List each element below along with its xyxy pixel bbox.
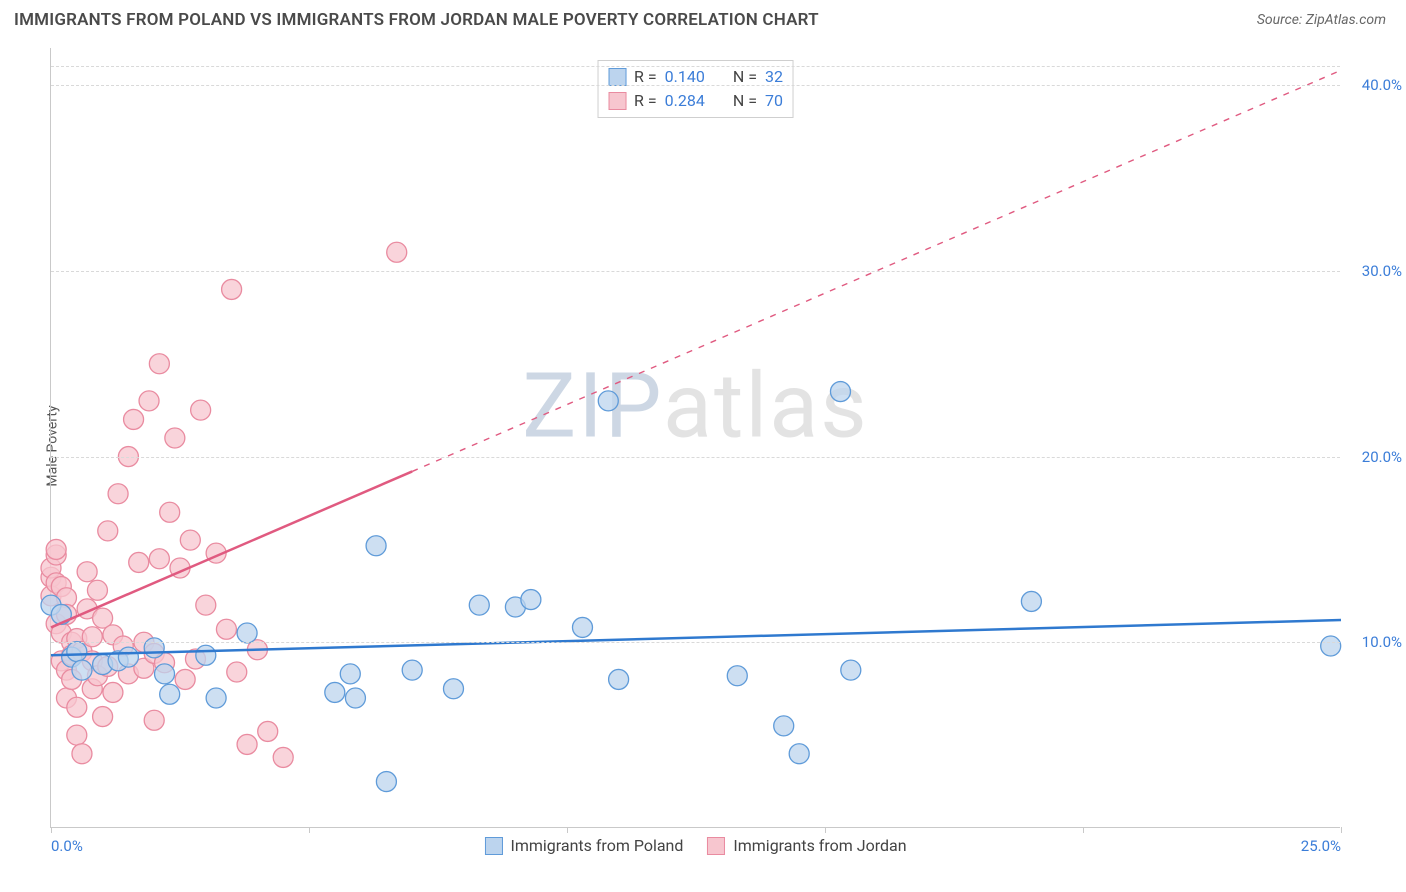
data-point-jordan xyxy=(160,502,180,522)
y-tick-label: 10.0% xyxy=(1362,633,1402,651)
data-point-jordan xyxy=(87,580,107,600)
legend-correlation: R = 0.140 N = 32 R = 0.284 N = 70 xyxy=(597,60,794,118)
data-point-poland xyxy=(196,645,216,665)
n-value-jordan: 70 xyxy=(765,89,783,113)
y-tick-label: 30.0% xyxy=(1362,262,1402,280)
data-point-poland xyxy=(366,536,386,556)
r-label: R = xyxy=(634,89,657,113)
data-point-poland xyxy=(340,664,360,684)
chart-title: IMMIGRANTS FROM POLAND VS IMMIGRANTS FRO… xyxy=(14,10,819,30)
data-point-poland xyxy=(155,664,175,684)
data-point-jordan xyxy=(216,619,236,639)
data-point-jordan xyxy=(258,721,278,741)
data-point-poland xyxy=(206,688,226,708)
y-tick-label: 40.0% xyxy=(1362,76,1402,94)
data-point-jordan xyxy=(149,549,169,569)
data-point-poland xyxy=(789,744,809,764)
gridline xyxy=(51,642,1340,643)
data-point-jordan xyxy=(103,682,123,702)
source-label: Source: ZipAtlas.com xyxy=(1257,12,1386,28)
swatch-jordan xyxy=(608,92,626,110)
chart-svg xyxy=(51,48,1340,827)
data-point-jordan xyxy=(273,747,293,767)
swatch-poland xyxy=(608,68,626,86)
data-point-jordan xyxy=(67,697,87,717)
data-point-poland xyxy=(469,595,489,615)
data-point-poland xyxy=(727,666,747,686)
data-point-jordan xyxy=(222,279,242,299)
legend-label-poland: Immigrants from Poland xyxy=(510,836,683,855)
data-point-jordan xyxy=(165,428,185,448)
data-point-poland xyxy=(51,604,71,624)
data-point-poland xyxy=(325,682,345,702)
data-point-jordan xyxy=(387,242,407,262)
y-tick-label: 20.0% xyxy=(1362,448,1402,466)
data-point-poland xyxy=(1021,591,1041,611)
chart-plot-area: ZIPatlas R = 0.140 N = 32 R = 0.284 N = … xyxy=(50,48,1340,828)
data-point-jordan xyxy=(82,627,102,647)
trend-line xyxy=(51,471,412,627)
data-point-jordan xyxy=(237,734,257,754)
data-point-jordan xyxy=(196,595,216,615)
x-tick xyxy=(567,827,568,833)
x-tick xyxy=(1083,827,1084,833)
data-point-jordan xyxy=(227,662,247,682)
data-point-poland xyxy=(598,391,618,411)
x-tick xyxy=(825,827,826,833)
data-point-jordan xyxy=(191,400,211,420)
data-point-poland xyxy=(160,684,180,704)
data-point-poland xyxy=(72,660,92,680)
x-tick xyxy=(1341,827,1342,833)
data-point-jordan xyxy=(149,354,169,374)
data-point-jordan xyxy=(93,707,113,727)
data-point-poland xyxy=(144,638,164,658)
data-point-jordan xyxy=(124,409,144,429)
data-point-jordan xyxy=(180,530,200,550)
data-point-poland xyxy=(774,716,794,736)
x-tick xyxy=(51,827,52,833)
data-point-poland xyxy=(1321,636,1341,656)
gridline xyxy=(51,271,1340,272)
data-point-poland xyxy=(237,623,257,643)
data-point-poland xyxy=(402,660,422,680)
legend-item-jordan: Immigrants from Jordan xyxy=(707,836,906,855)
data-point-jordan xyxy=(108,484,128,504)
data-point-poland xyxy=(443,679,463,699)
n-label: N = xyxy=(733,89,757,113)
data-point-poland xyxy=(521,590,541,610)
data-point-jordan xyxy=(72,744,92,764)
gridline xyxy=(51,66,1340,67)
legend-row-jordan: R = 0.284 N = 70 xyxy=(608,89,783,113)
x-tick xyxy=(309,827,310,833)
data-point-poland xyxy=(572,617,592,637)
gridline xyxy=(51,85,1340,86)
data-point-poland xyxy=(609,669,629,689)
data-point-poland xyxy=(841,660,861,680)
data-point-jordan xyxy=(139,391,159,411)
data-point-poland xyxy=(67,642,87,662)
legend-item-poland: Immigrants from Poland xyxy=(484,836,683,855)
data-point-jordan xyxy=(144,710,164,730)
data-point-poland xyxy=(118,647,138,667)
legend-series: Immigrants from Poland Immigrants from J… xyxy=(484,836,906,855)
swatch-jordan xyxy=(707,837,725,855)
x-tick-label: 0.0% xyxy=(51,837,83,855)
data-point-poland xyxy=(376,772,396,792)
legend-label-jordan: Immigrants from Jordan xyxy=(733,836,906,855)
r-value-jordan: 0.284 xyxy=(665,89,705,113)
gridline xyxy=(51,457,1340,458)
data-point-jordan xyxy=(129,552,149,572)
data-point-poland xyxy=(830,382,850,402)
data-point-poland xyxy=(345,688,365,708)
data-point-jordan xyxy=(175,669,195,689)
data-point-jordan xyxy=(46,539,66,559)
data-point-jordan xyxy=(77,562,97,582)
swatch-poland xyxy=(484,837,502,855)
data-point-jordan xyxy=(67,725,87,745)
x-tick-label: 25.0% xyxy=(1301,837,1341,855)
data-point-jordan xyxy=(98,521,118,541)
